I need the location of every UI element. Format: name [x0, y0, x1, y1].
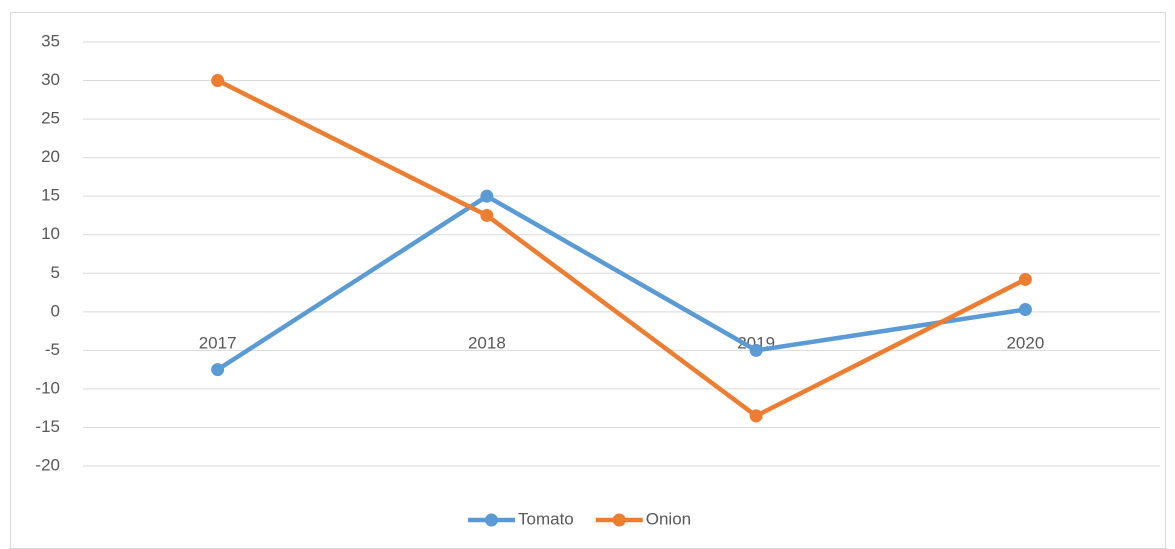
point — [749, 343, 763, 357]
y-tick-label: 5 — [51, 263, 60, 282]
x-tick-label: 2018 — [468, 333, 506, 352]
y-tick-label: 10 — [41, 224, 60, 243]
legend-label: Tomato — [518, 509, 574, 528]
point — [480, 189, 494, 203]
y-tick-label: 0 — [51, 301, 60, 320]
y-tick-label: 25 — [41, 109, 60, 128]
legend-marker — [485, 513, 498, 527]
legend-marker — [612, 513, 626, 527]
point — [211, 363, 225, 377]
point — [749, 409, 763, 423]
y-tick-label: 15 — [41, 186, 60, 205]
y-tick-label: 30 — [41, 70, 60, 89]
y-tick-label: -15 — [35, 417, 60, 436]
y-tick-label: 35 — [41, 31, 60, 50]
x-tick-label: 2017 — [199, 333, 237, 352]
y-tick-label: -20 — [35, 455, 60, 474]
point — [211, 74, 225, 88]
y-tick-label: -5 — [45, 340, 60, 359]
legend-label: Onion — [646, 509, 691, 528]
chart-frame — [10, 12, 1166, 549]
y-tick-label: -10 — [35, 378, 60, 397]
y-tick-label: 20 — [41, 147, 60, 166]
point — [480, 208, 494, 222]
point — [1018, 303, 1032, 317]
point — [1018, 272, 1032, 286]
x-tick-label: 2020 — [1006, 333, 1044, 352]
series-line — [216, 78, 1027, 419]
series-line — [216, 193, 1026, 372]
